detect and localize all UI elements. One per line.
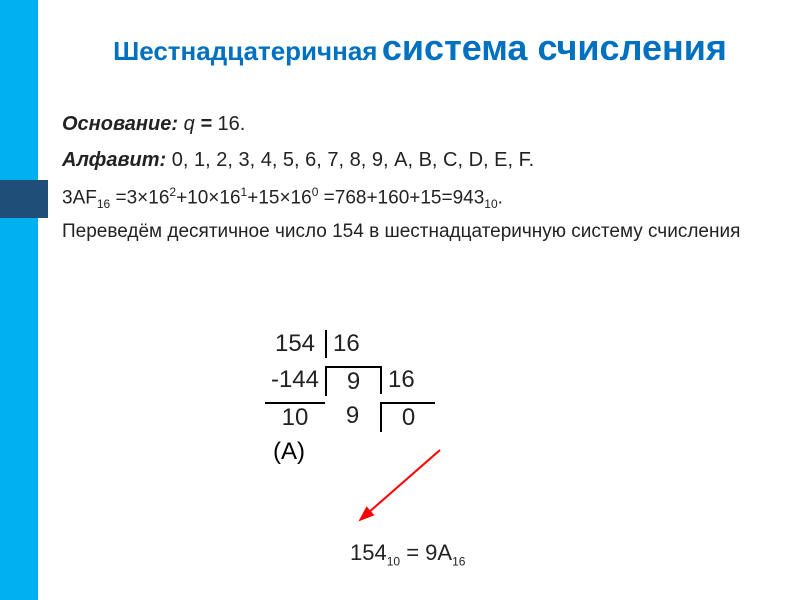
div-r3c1: 10	[265, 402, 325, 432]
title-part2: система счисления	[382, 27, 727, 68]
title-part1: Шестнадцатеричная	[113, 36, 377, 66]
long-division: 15416 -144916 1090	[265, 330, 435, 438]
formula-lhs-sub: 16	[97, 197, 110, 211]
alphabet-line: Алфавит: 0, 1, 2, 3, 4, 5, 6, 7, 8, 9, A…	[62, 146, 782, 174]
task-text: Переведём десятичное число 154 в шестнад…	[62, 219, 782, 246]
result-lhs-sub: 10	[387, 554, 400, 568]
formula-lhs: 3AF	[62, 187, 97, 208]
alphabet-values: 0, 1, 2, 3, 4, 5, 6, 7, 8, 9, A, B, C, D…	[172, 149, 534, 171]
div-r2c2: 9	[325, 366, 380, 396]
formula-sum: =768+160+15=943	[318, 187, 484, 208]
basis-value: 16	[217, 113, 239, 135]
div-r1c1: 154	[265, 330, 325, 358]
result-lhs: 154	[350, 540, 387, 565]
content-region: Основание: q = 16. Алфавит: 0, 1, 2, 3, …	[62, 110, 782, 246]
arrow-line	[360, 450, 440, 520]
div-r2c3: 16	[380, 366, 435, 394]
div-r3c2: 9	[325, 402, 380, 430]
formula-p2: +10×16	[176, 187, 240, 208]
div-r3c3: 0	[380, 402, 435, 432]
formula-expansion: =3×16	[110, 187, 169, 208]
div-r2c1: -144	[265, 366, 325, 394]
div-r1c2: 16	[325, 330, 380, 358]
result-eq: = 9A	[400, 540, 452, 565]
alphabet-colon: :	[160, 149, 172, 171]
result-rhs-sub: 16	[452, 554, 465, 568]
arrow-icon	[340, 440, 460, 540]
formula-sum-sub: 10	[484, 197, 497, 211]
basis-label: Основание	[62, 113, 171, 135]
alphabet-label: Алфавит	[62, 149, 160, 171]
basis-dot: .	[240, 113, 246, 135]
sidebar-stripe	[0, 0, 38, 600]
formula-line: 3AF16 =3×162+10×161+15×160 =768+160+15=9…	[62, 184, 782, 213]
result-line: 15410 = 9A16	[350, 540, 465, 568]
basis-eq: =	[195, 113, 218, 135]
formula-p3: +15×16	[247, 187, 311, 208]
remainder-letter: (А)	[273, 438, 305, 466]
sidebar-accent-block	[0, 180, 48, 218]
basis-colon: :	[171, 113, 183, 135]
basis-line: Основание: q = 16.	[62, 110, 782, 138]
formula-dot: .	[498, 187, 503, 208]
basis-var: q	[184, 113, 195, 135]
slide-title: Шестнадцатеричная система счисления	[60, 28, 780, 68]
